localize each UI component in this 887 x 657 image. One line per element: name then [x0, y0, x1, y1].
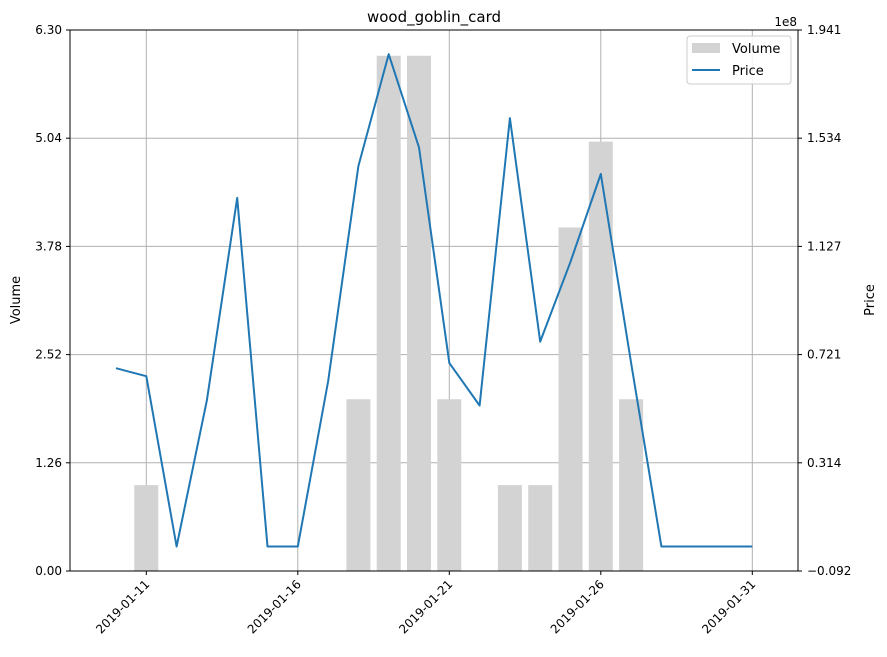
chart-title: wood_goblin_card — [367, 8, 501, 27]
volume-bar — [376, 55, 401, 572]
legend-volume-swatch — [692, 43, 720, 53]
volume-bar — [497, 485, 522, 571]
legend: Volume Price — [686, 35, 792, 85]
price-line-group — [115, 53, 753, 548]
volume-bar — [588, 141, 613, 571]
y-axis-right: −0.092 0.314 0.721 1.127 1.534 1.941 — [798, 23, 851, 578]
y-axis-left: 0.00 1.26 2.52 3.78 5.04 6.30 — [35, 23, 70, 578]
y-right-tick-label: 0.314 — [807, 456, 841, 470]
volume-bar — [528, 485, 553, 571]
y-left-tick-label: 3.78 — [35, 239, 62, 253]
legend-price-label: Price — [732, 64, 764, 79]
volume-bar — [437, 399, 462, 571]
y-left-tick-label: 2.52 — [35, 348, 62, 362]
y-right-tick-label: 1.534 — [807, 131, 841, 145]
legend-volume-label: Volume — [732, 42, 780, 57]
y-axis-right-label: Price — [863, 284, 878, 316]
y-left-tick-label: 5.04 — [35, 131, 62, 145]
volume-bar — [558, 227, 583, 571]
y-axis-left-label: Volume — [9, 276, 24, 324]
y-right-tick-label: 0.721 — [807, 348, 841, 362]
y-left-tick-label: 1.26 — [35, 456, 62, 470]
volume-bar — [619, 399, 644, 571]
volume-bar — [134, 485, 159, 571]
volume-bars — [134, 55, 644, 572]
volume-bar — [346, 399, 371, 571]
y-left-tick-label: 6.30 — [35, 23, 62, 37]
y-right-tick-label: −0.092 — [807, 564, 851, 578]
y-left-tick-label: 0.00 — [35, 564, 62, 578]
right-axis-multiplier: 1e8 — [774, 15, 797, 29]
price-line — [115, 53, 753, 548]
volume-bar — [407, 55, 431, 572]
y-right-tick-label: 1.941 — [807, 23, 841, 37]
plot-frame — [69, 29, 799, 572]
y-right-tick-label: 1.127 — [807, 239, 841, 253]
